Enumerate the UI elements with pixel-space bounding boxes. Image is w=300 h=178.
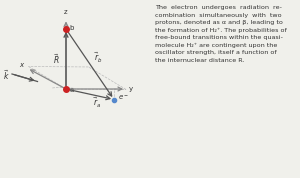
Text: b: b — [70, 25, 74, 31]
Text: x: x — [19, 62, 23, 68]
Text: $\vec{R}$: $\vec{R}$ — [53, 52, 60, 66]
Text: $\vec{r}_b$: $\vec{r}_b$ — [94, 51, 103, 65]
Text: The  electron  undergoes  radiation  re-
combination  simultaneously  with  two
: The electron undergoes radiation re- com… — [154, 5, 286, 63]
Text: $\vec{r}_a$: $\vec{r}_a$ — [93, 96, 101, 110]
Text: a: a — [70, 87, 74, 93]
Text: $e^-$: $e^-$ — [118, 94, 129, 103]
Text: $\vec{k}$: $\vec{k}$ — [3, 68, 10, 82]
Text: z: z — [64, 9, 68, 15]
Text: y: y — [129, 86, 133, 92]
